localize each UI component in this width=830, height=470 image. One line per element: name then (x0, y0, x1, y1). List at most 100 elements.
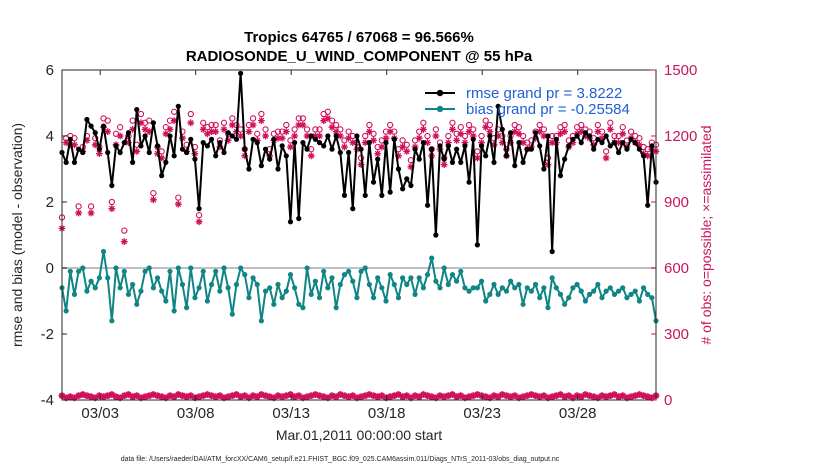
x-axis: 03/03 03/08 03/13 03/18 03/23 03/28 (81, 70, 596, 422)
rmse-point (337, 149, 343, 156)
bias-point (424, 272, 431, 278)
obs-possible-marker (449, 119, 456, 126)
obs-low-assimilated-marker (482, 393, 490, 401)
rmse-point (179, 146, 186, 152)
obs-low-assimilated-marker (129, 393, 137, 401)
obs-low-assimilated-marker (228, 392, 236, 399)
obs-low-assimilated-marker (365, 391, 373, 398)
obs-low-assimilated-marker (299, 394, 307, 402)
rmse-point (537, 143, 543, 149)
rmse-point (125, 130, 132, 136)
y-axis-left: -4 -2 0 2 4 6 (41, 62, 67, 409)
obs-assimilated-marker (615, 139, 623, 146)
bias-point (528, 288, 534, 294)
obs-low-assimilated-marker (266, 393, 274, 401)
obs-low-assimilated-marker (71, 394, 78, 402)
bias-point (287, 272, 294, 278)
obs-assimilated-marker (482, 123, 490, 131)
obs-low-assimilated-marker (357, 393, 365, 401)
rmse-point (562, 156, 568, 162)
bias-point (445, 281, 451, 288)
rmse-point (541, 166, 547, 172)
rmse-point (238, 70, 244, 76)
y-right-tick-label: 300 (664, 326, 689, 343)
obs-low-assimilated-marker (191, 394, 199, 402)
obs-possible-marker (262, 126, 269, 133)
obs-low-assimilated-marker (212, 393, 220, 401)
bias-point (616, 288, 622, 294)
obs-possible-marker (445, 132, 452, 140)
obs-possible-marker (274, 128, 282, 135)
obs-assimilated-marker (365, 128, 373, 135)
rmse-point (599, 140, 605, 146)
rmse-point (267, 156, 273, 162)
obs-low-assimilated-marker (257, 391, 265, 398)
plot-frame (61, 69, 657, 401)
bias-point (171, 308, 177, 314)
obs-assimilated-marker (303, 132, 311, 140)
rmse-point (321, 143, 327, 149)
bias-point (92, 285, 98, 291)
bias-point (603, 288, 609, 294)
obs-assimilated-marker (278, 134, 286, 142)
obs-low-assimilated-marker (428, 393, 436, 401)
obs-assimilated-marker (540, 132, 548, 140)
obs-low-assimilated-marker (208, 392, 215, 399)
bias-point (329, 275, 335, 281)
obs-low-assimilated-marker (203, 391, 211, 398)
bias-point (429, 255, 435, 261)
obs-possible-marker (195, 212, 203, 219)
legend-bias-marker (436, 105, 444, 113)
obs-low-assimilated-marker (565, 392, 573, 399)
obs-low-assimilated-marker (116, 394, 124, 402)
obs-low-assimilated-marker (166, 392, 174, 399)
obs-low-assimilated-marker (104, 392, 112, 399)
bias-point (76, 268, 82, 274)
rmse-point (391, 136, 397, 142)
obs-assimilated-marker (507, 139, 515, 146)
obs-possible-marker (254, 130, 261, 137)
bias-point (611, 291, 618, 297)
obs-assimilated-marker (370, 137, 377, 144)
obs-low-assimilated-marker (444, 392, 452, 399)
bias-point (632, 288, 638, 294)
bias-point (80, 265, 86, 271)
rmse-point (96, 146, 102, 152)
obs-low-assimilated-marker (378, 392, 386, 399)
rmse-point (458, 159, 464, 165)
bias-point (271, 301, 277, 307)
obs-assimilated-marker (311, 132, 319, 140)
obs-low-assimilated-marker (66, 393, 74, 401)
obs-assimilated-marker (532, 134, 539, 142)
obs-low-assimilated-marker (590, 393, 598, 401)
obs-possible-marker (420, 119, 427, 126)
obs-assimilated-marker (170, 117, 178, 124)
bias-point (404, 281, 410, 288)
bias-point (217, 288, 223, 294)
obs-assimilated-marker (594, 128, 602, 135)
obs-assimilated-marker (83, 137, 91, 144)
rmse-point (200, 140, 206, 146)
y-axis-right-label: # of obs: o=possible; ×=assimilated (698, 125, 714, 344)
rmse-point (416, 156, 422, 162)
rmse-point (350, 206, 356, 212)
rmse-point (67, 136, 73, 142)
obs-low-assimilated-marker (557, 391, 564, 398)
rmse-line (61, 72, 657, 253)
obs-possible-marker (345, 128, 352, 135)
obs-possible-marker (303, 126, 311, 133)
obs-assimilated-marker (469, 132, 477, 140)
bias-point (532, 281, 539, 288)
bias-point (346, 268, 352, 274)
bias-point (262, 288, 269, 294)
obs-low-assimilated-marker (100, 393, 107, 401)
obs-low-assimilated-marker (449, 391, 456, 398)
rmse-point (346, 149, 352, 156)
rmse-point (640, 153, 647, 159)
bias-point (607, 285, 613, 291)
bias-point (591, 288, 597, 294)
obs-assimilated-marker (129, 126, 137, 133)
obs-low-assimilated-marker (174, 391, 182, 398)
obs-assimilated-marker (432, 132, 440, 140)
bias-point (125, 291, 132, 297)
